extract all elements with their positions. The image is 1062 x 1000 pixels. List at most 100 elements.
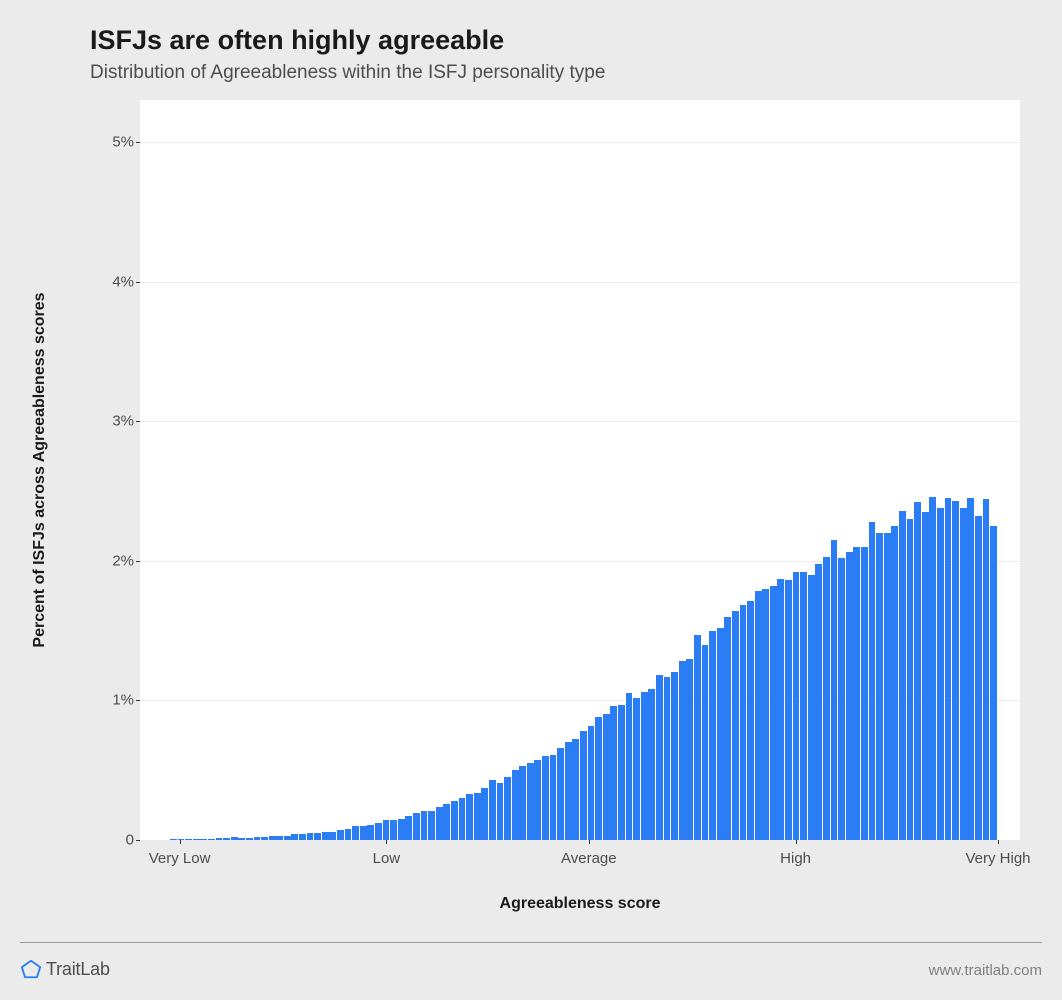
histogram-bar bbox=[603, 714, 610, 840]
y-axis-label: Percent of ISFJs across Agreeableness sc… bbox=[31, 292, 49, 647]
y-tick-mark bbox=[136, 142, 140, 143]
histogram-bar bbox=[770, 586, 777, 840]
y-tick-mark bbox=[136, 421, 140, 422]
histogram-bar bbox=[314, 833, 321, 840]
histogram-bar bbox=[497, 783, 504, 840]
histogram-bar bbox=[694, 635, 701, 840]
histogram-bar bbox=[800, 572, 807, 840]
histogram-bar bbox=[914, 502, 921, 840]
histogram-bar bbox=[861, 547, 868, 840]
histogram-bar bbox=[945, 498, 952, 840]
histogram-bar bbox=[808, 575, 815, 840]
y-tick-label: 2% bbox=[112, 552, 134, 569]
pentagon-icon bbox=[20, 958, 42, 980]
y-tick-mark bbox=[136, 840, 140, 841]
histogram-bar bbox=[527, 763, 534, 840]
plot-panel bbox=[140, 100, 1020, 840]
histogram-bar bbox=[762, 589, 769, 840]
histogram-bar bbox=[421, 811, 428, 840]
histogram-bar bbox=[876, 533, 883, 840]
histogram-bar bbox=[656, 675, 663, 840]
chart-title: ISFJs are often highly agreeable bbox=[90, 25, 504, 56]
histogram-bar bbox=[208, 839, 215, 840]
histogram-bar bbox=[777, 579, 784, 840]
histogram-bar bbox=[891, 526, 898, 840]
histogram-bar bbox=[565, 742, 572, 840]
histogram-bar bbox=[246, 838, 253, 840]
histogram-bar bbox=[595, 717, 602, 840]
histogram-bar bbox=[367, 825, 374, 840]
histogram-bar bbox=[360, 826, 367, 840]
y-tick-label: 5% bbox=[112, 133, 134, 150]
histogram-bar bbox=[405, 816, 412, 840]
footer-brand: TraitLab bbox=[20, 958, 110, 980]
histogram-bar bbox=[793, 572, 800, 840]
histogram-bar bbox=[534, 760, 541, 840]
histogram-bar bbox=[428, 811, 435, 840]
histogram-bar bbox=[648, 689, 655, 840]
histogram-bar bbox=[740, 605, 747, 840]
histogram-bar bbox=[815, 564, 822, 840]
chart-container: ISFJs are often highly agreeable Distrib… bbox=[0, 0, 1062, 1000]
histogram-bar bbox=[550, 755, 557, 840]
x-tick-mark bbox=[998, 840, 999, 844]
y-tick-label: 1% bbox=[112, 692, 134, 709]
histogram-bar bbox=[588, 726, 595, 840]
histogram-bar bbox=[831, 540, 838, 840]
histogram-bar bbox=[618, 705, 625, 840]
x-tick-label: High bbox=[780, 850, 811, 867]
histogram-bar bbox=[664, 677, 671, 840]
x-tick-label: Low bbox=[373, 850, 401, 867]
histogram-bar bbox=[610, 706, 617, 840]
y-tick-label: 4% bbox=[112, 273, 134, 290]
histogram-bar bbox=[261, 837, 268, 840]
x-tick-mark bbox=[180, 840, 181, 844]
histogram-bar bbox=[990, 526, 997, 840]
histogram-bar bbox=[960, 508, 967, 840]
histogram-bar bbox=[193, 839, 200, 840]
gridline-h bbox=[140, 840, 1020, 841]
x-axis-label: Agreeableness score bbox=[500, 895, 661, 913]
histogram-bars bbox=[140, 100, 1020, 840]
histogram-bar bbox=[580, 731, 587, 840]
histogram-bar bbox=[626, 693, 633, 840]
histogram-bar bbox=[952, 501, 959, 840]
histogram-bar bbox=[459, 798, 466, 840]
histogram-bar bbox=[846, 552, 853, 840]
histogram-bar bbox=[352, 826, 359, 840]
histogram-bar bbox=[907, 519, 914, 840]
histogram-bar bbox=[170, 839, 177, 840]
y-tick-label: 0 bbox=[126, 832, 134, 849]
histogram-bar bbox=[185, 839, 192, 840]
histogram-bar bbox=[853, 547, 860, 840]
histogram-bar bbox=[474, 793, 481, 840]
histogram-bar bbox=[299, 834, 306, 840]
histogram-bar bbox=[709, 631, 716, 840]
histogram-bar bbox=[269, 836, 276, 840]
histogram-bar bbox=[284, 836, 291, 840]
histogram-bar bbox=[307, 833, 314, 840]
x-tick-label: Very High bbox=[965, 850, 1030, 867]
histogram-bar bbox=[375, 823, 382, 840]
brand-text: TraitLab bbox=[46, 959, 110, 980]
histogram-bar bbox=[983, 499, 990, 840]
histogram-bar bbox=[869, 522, 876, 840]
histogram-bar bbox=[671, 672, 678, 840]
histogram-bar bbox=[413, 813, 420, 840]
histogram-bar bbox=[216, 838, 223, 840]
histogram-bar bbox=[390, 820, 397, 840]
histogram-bar bbox=[329, 832, 336, 840]
histogram-bar bbox=[975, 516, 982, 840]
histogram-bar bbox=[481, 788, 488, 840]
histogram-bar bbox=[717, 628, 724, 840]
histogram-bar bbox=[633, 698, 640, 840]
y-tick-label: 3% bbox=[112, 413, 134, 430]
histogram-bar bbox=[254, 837, 261, 840]
histogram-bar bbox=[200, 839, 207, 840]
y-tick-mark bbox=[136, 282, 140, 283]
chart-subtitle: Distribution of Agreeableness within the… bbox=[90, 62, 605, 84]
histogram-bar bbox=[291, 834, 298, 840]
histogram-bar bbox=[337, 830, 344, 840]
histogram-bar bbox=[785, 580, 792, 840]
histogram-bar bbox=[823, 557, 830, 840]
